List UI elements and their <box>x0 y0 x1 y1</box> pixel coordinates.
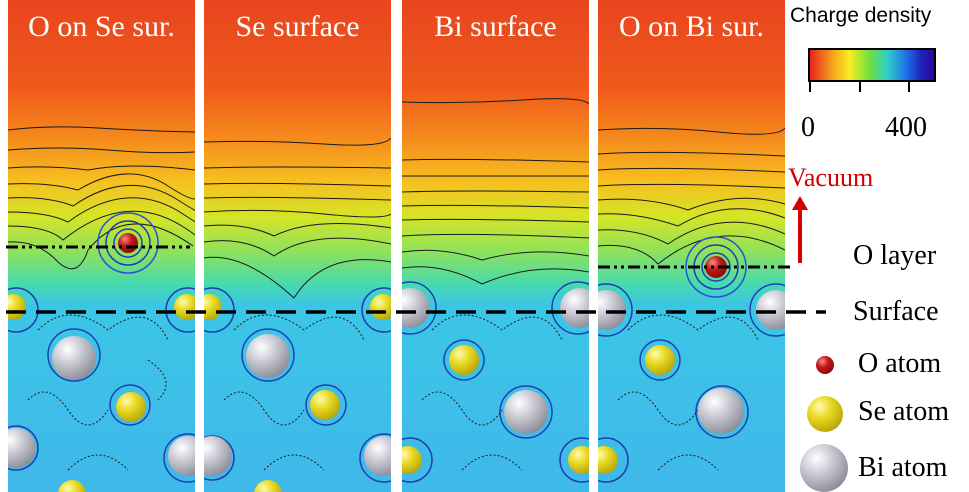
o-atom-legend-icon <box>816 356 834 374</box>
colorbar-tick <box>908 82 910 92</box>
panel-bi-surface: Bi surface <box>402 0 589 492</box>
contour-plot <box>8 126 195 483</box>
bi-atom <box>560 288 589 328</box>
panel-title: O on Bi sur. <box>618 10 765 43</box>
surface-label: Surface <box>853 296 939 327</box>
bi-atom-label: Bi atom <box>858 452 948 483</box>
colorbar-tick <box>809 82 811 92</box>
o-atom <box>705 256 727 278</box>
se-atom <box>645 345 675 375</box>
se-atom <box>254 480 282 492</box>
bi-atom <box>52 336 96 380</box>
se-atom <box>310 390 340 420</box>
se-atom <box>116 392 146 422</box>
se-atom <box>449 345 479 375</box>
contour-plot <box>402 98 589 483</box>
o-layer-label: O layer <box>853 240 937 271</box>
bi-atom-legend-icon <box>800 444 848 492</box>
o-atom <box>118 233 138 253</box>
vacuum-label: Vacuum <box>788 163 874 192</box>
bi-atom <box>246 334 290 378</box>
contour-plot <box>204 137 391 483</box>
panel-title: Bi surface <box>434 10 557 43</box>
panel-title: Se surface <box>235 10 360 43</box>
se-atom <box>174 294 195 320</box>
contour-plot <box>598 127 785 483</box>
vacuum-arrow-icon <box>792 196 808 263</box>
panel-o-on-se: O on Se sur. <box>8 0 195 492</box>
charge-density-colorbar <box>808 48 936 82</box>
bi-atom <box>504 390 548 434</box>
se-atom <box>568 446 589 474</box>
se-atom <box>370 294 391 320</box>
panel-title: O on Se sur. <box>28 10 175 43</box>
colorbar-min-label: 0 <box>801 112 815 143</box>
colorbar-tick <box>859 82 861 92</box>
panel-se-surface: Se surface <box>204 0 391 492</box>
se-atom <box>598 446 618 474</box>
bi-atom <box>364 436 391 476</box>
se-atom-label: Se atom <box>858 396 949 427</box>
bi-atom <box>756 290 785 330</box>
se-atom-legend-icon <box>807 396 843 432</box>
o-atom-label: O atom <box>858 348 942 379</box>
se-atom <box>58 480 86 492</box>
panel-o-on-bi: O on Bi sur. <box>598 0 785 492</box>
bi-atom <box>168 436 195 476</box>
colorbar-max-label: 400 <box>885 112 927 143</box>
se-atom <box>402 446 422 474</box>
legend-title: Charge density <box>790 4 932 27</box>
bi-atom <box>698 388 744 434</box>
